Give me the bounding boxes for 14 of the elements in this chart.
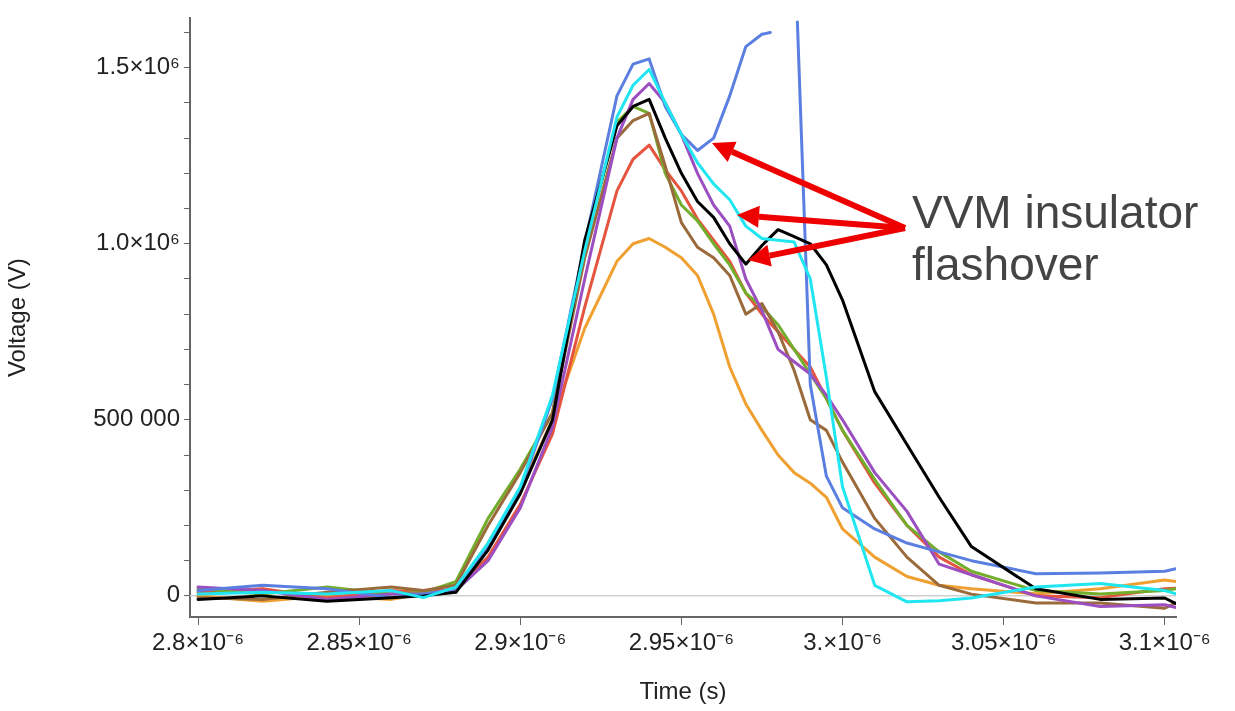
y-axis-title: Voltage (V): [3, 258, 31, 378]
y-tick-label: 0: [166, 580, 180, 608]
x-tick-label: 2.9×10⁻⁶: [474, 628, 567, 656]
annotation: VVM insulator flashover: [912, 186, 1200, 290]
x-tick-label: 2.85×10⁻⁶: [306, 628, 412, 656]
y-tick-label: 500 000: [93, 404, 180, 432]
y-tick-label: 1.5×10⁶: [96, 52, 180, 80]
x-tick-label: 3.05×10⁻⁶: [950, 628, 1057, 656]
x-tick-label: 2.8×10⁻⁶: [152, 628, 245, 656]
x-axis-title: Time (s): [639, 677, 727, 705]
x-tick-label: 3.1×10⁻⁶: [1118, 628, 1211, 656]
x-tick-label: 3.×10⁻⁶: [803, 628, 882, 656]
x-tick-label: 2.95×10⁻⁶: [628, 628, 735, 656]
y-tick-label: 1.0×10⁶: [96, 228, 180, 256]
